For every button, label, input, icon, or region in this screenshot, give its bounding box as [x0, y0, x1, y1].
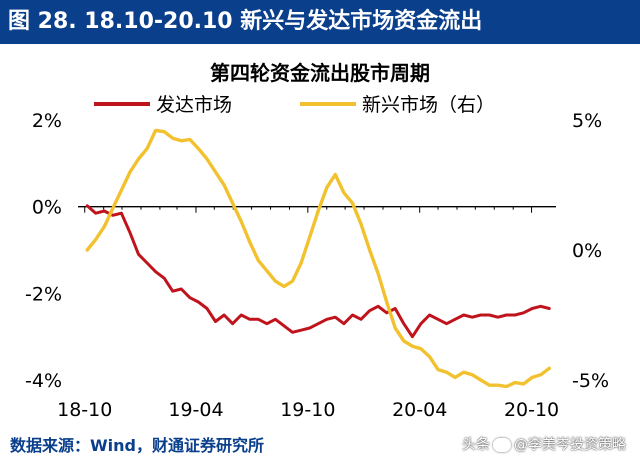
watermark: 头条 @李美岑投资策略 — [462, 434, 626, 454]
figure-header: 图 28. 18.10-20.10 新兴与发达市场资金流出 — [0, 0, 640, 44]
watermark-handle: @李美岑投资策略 — [514, 437, 626, 453]
x-tick-label: 20-04 — [392, 399, 447, 421]
chart: 第四轮资金流出股市周期 发达市场 新兴市场（右） 18-10 19-04 19-10… — [25, 61, 609, 421]
plot-area — [85, 128, 551, 389]
y-left-tick-label: 2% — [32, 110, 62, 132]
x-tick-label: 19-04 — [168, 399, 223, 421]
y-right-tick-label: 0% — [572, 240, 602, 262]
series-line-emerging — [85, 128, 551, 389]
x-tick-label: 20-10 — [504, 399, 559, 421]
legend-label-emerging: 新兴市场（右） — [362, 94, 495, 116]
data-source: 数据来源：Wind，财通证券研究所 — [10, 436, 264, 455]
series-line-developed — [85, 204, 551, 339]
y-right-tick-label: -5% — [572, 370, 609, 392]
legend-label-developed: 发达市场 — [156, 94, 232, 116]
x-tick-label: 19-10 — [280, 399, 335, 421]
y-left-tick-label: 0% — [32, 197, 62, 219]
axes: 18-10 19-04 19-10 20-04 20-10 2% 0% -2% -4% 5% 0% -… — [25, 110, 609, 421]
y-left-tick-label: -2% — [25, 283, 62, 305]
chat-bubble-icon — [493, 438, 511, 452]
legend: 发达市场 新兴市场（右） — [94, 94, 495, 116]
y-right-tick-label: 5% — [572, 110, 602, 132]
chart-title: 第四轮资金流出股市周期 — [210, 61, 430, 85]
watermark-prefix: 头条 — [462, 437, 490, 453]
x-tick-label: 18-10 — [57, 399, 112, 421]
y-left-tick-label: -4% — [25, 370, 62, 392]
